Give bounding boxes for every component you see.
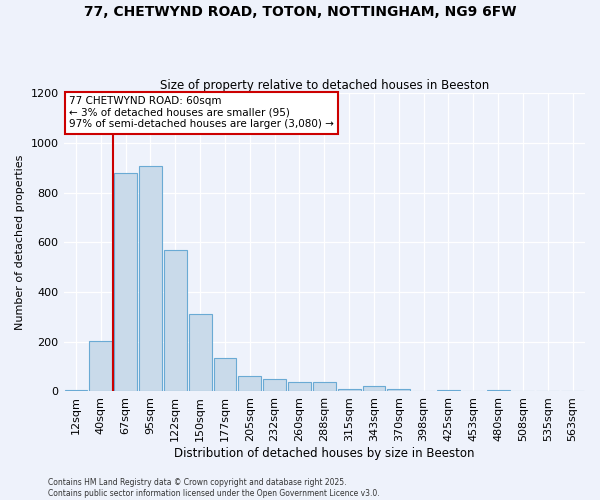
Bar — [89, 340, 112, 392]
Bar — [338, 389, 361, 392]
Bar — [362, 386, 385, 392]
Bar — [412, 390, 435, 392]
Bar — [288, 382, 311, 392]
Bar — [263, 379, 286, 392]
Text: Contains HM Land Registry data © Crown copyright and database right 2025.
Contai: Contains HM Land Registry data © Crown c… — [48, 478, 380, 498]
Bar — [164, 250, 187, 392]
X-axis label: Distribution of detached houses by size in Beeston: Distribution of detached houses by size … — [174, 447, 475, 460]
Bar — [114, 172, 137, 392]
Bar — [139, 166, 162, 392]
Bar — [188, 314, 212, 392]
Bar — [65, 390, 88, 392]
Bar — [437, 390, 460, 392]
Bar — [388, 390, 410, 392]
Y-axis label: Number of detached properties: Number of detached properties — [15, 154, 25, 330]
Bar — [313, 382, 335, 392]
Text: 77, CHETWYND ROAD, TOTON, NOTTINGHAM, NG9 6FW: 77, CHETWYND ROAD, TOTON, NOTTINGHAM, NG… — [84, 5, 516, 19]
Text: 77 CHETWYND ROAD: 60sqm
← 3% of detached houses are smaller (95)
97% of semi-det: 77 CHETWYND ROAD: 60sqm ← 3% of detached… — [69, 96, 334, 130]
Bar — [238, 376, 261, 392]
Bar — [214, 358, 236, 392]
Title: Size of property relative to detached houses in Beeston: Size of property relative to detached ho… — [160, 79, 489, 92]
Bar — [487, 390, 509, 392]
